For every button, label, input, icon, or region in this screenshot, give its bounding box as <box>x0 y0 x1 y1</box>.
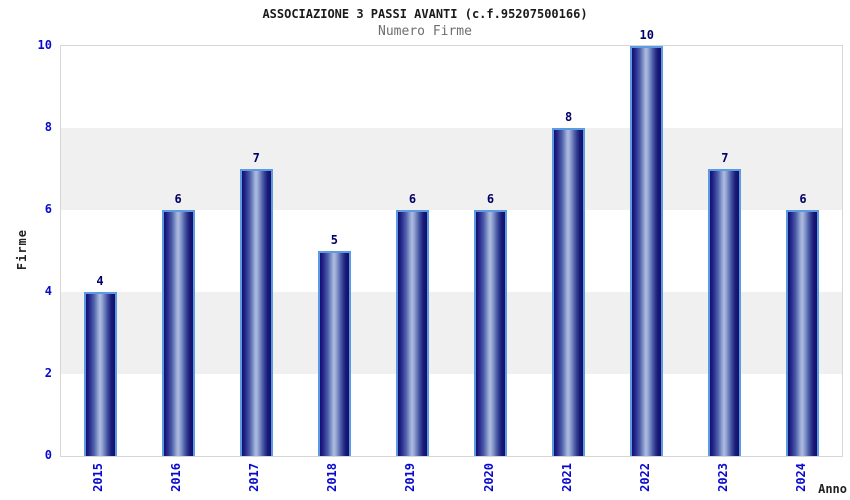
y-tick-label: 4 <box>44 284 52 298</box>
bar-value-label: 6 <box>799 192 807 206</box>
x-tick-label: 2016 <box>169 463 184 492</box>
bar-2019 <box>395 210 429 456</box>
chart-title: ASSOCIAZIONE 3 PASSI AVANTI (c.f.9520750… <box>262 7 588 21</box>
bar-value-label: 10 <box>639 28 654 42</box>
y-tick-label: 6 <box>44 202 52 216</box>
y-tick-label: 0 <box>44 448 52 462</box>
y-axis-label: Firme <box>15 229 29 271</box>
bar-value-label: 7 <box>721 151 729 165</box>
plot-band <box>61 46 842 128</box>
bar-value-label: 5 <box>330 233 338 247</box>
x-tick-label: 2015 <box>91 463 106 492</box>
bar-value-label: 8 <box>565 110 573 124</box>
x-tick-label: 2019 <box>403 463 418 492</box>
bar-value-label: 7 <box>252 151 260 165</box>
y-tick-label: 8 <box>44 120 52 134</box>
x-axis-label: Anno <box>818 482 847 496</box>
y-tick-label: 10 <box>37 38 52 52</box>
bar-2015 <box>83 292 117 456</box>
y-tick-label: 2 <box>44 366 52 380</box>
bar-2016 <box>161 210 195 456</box>
x-tick-label: 2024 <box>793 463 808 492</box>
bar-2017 <box>239 169 273 456</box>
bar-value-label: 6 <box>174 192 182 206</box>
plot-area: 4 6 7 5 6 6 8 10 7 6 <box>60 28 843 457</box>
x-tick-label: 2018 <box>325 463 340 492</box>
x-tick-label: 2021 <box>559 463 574 492</box>
chart-subtitle: Numero Firme <box>378 24 472 39</box>
bar-2022 <box>630 46 664 456</box>
x-tick-label: 2017 <box>247 463 262 492</box>
x-tick-label: 2023 <box>715 463 730 492</box>
x-tick-label: 2022 <box>637 463 652 492</box>
bar-2024 <box>786 210 820 456</box>
bar-2023 <box>708 169 742 456</box>
bar-2021 <box>552 128 586 456</box>
x-tick-label: 2020 <box>481 463 496 492</box>
bar-value-label: 4 <box>96 274 104 288</box>
bar-2018 <box>317 251 351 456</box>
bar-value-label: 6 <box>486 192 495 206</box>
y-axis-label-wrap: Firme <box>12 45 32 455</box>
bar-value-label: 6 <box>408 192 417 206</box>
bar-2020 <box>474 210 508 456</box>
